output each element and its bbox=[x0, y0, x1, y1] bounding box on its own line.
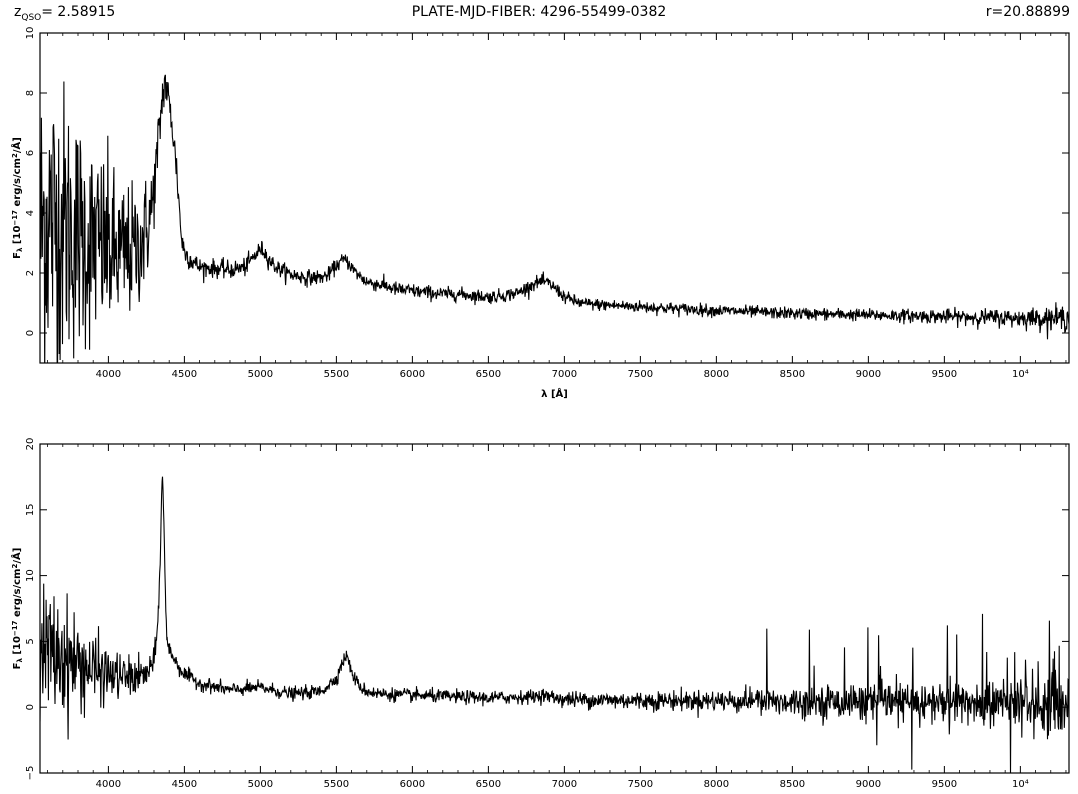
y-tick-label: 0 bbox=[25, 704, 36, 710]
x-tick-label: 6500 bbox=[476, 779, 501, 790]
plot-frame bbox=[39, 443, 1070, 774]
x-tick-label: 9000 bbox=[856, 369, 881, 380]
x-tick-label: 8500 bbox=[780, 369, 805, 380]
spectrum-flux-line bbox=[40, 476, 1069, 773]
x-axis-label: λ [Å] bbox=[541, 387, 568, 400]
x-tick-label: 7500 bbox=[628, 369, 653, 380]
x-tick-label: 5500 bbox=[324, 369, 349, 380]
lower-spectrum-panel: 4000 4500 5000 5500 6000 6500 7000 7500 8000 8500… bbox=[10, 438, 1070, 790]
y-tick-label: 6 bbox=[25, 150, 36, 156]
x-tick-label: 7000 bbox=[552, 369, 577, 380]
x-tick-label: 8000 bbox=[704, 779, 729, 790]
plate-mjd-fiber-label: PLATE-MJD-FIBER: 4296-55499-0382 bbox=[411, 4, 667, 20]
y-tick-label: 15 bbox=[25, 503, 36, 516]
y-tick-label: 10 bbox=[25, 27, 36, 40]
y-tick-label: 5 bbox=[25, 638, 36, 644]
x-tick-label: 7500 bbox=[628, 779, 653, 790]
y-axis-label: Fλ [10−17 erg/s/cm2/Å] bbox=[10, 548, 24, 670]
y-tick-label: 0 bbox=[25, 330, 36, 336]
x-tick-label: 4000 bbox=[96, 369, 121, 380]
y-tick-label: −5 bbox=[25, 766, 36, 781]
x-tick-label: 4000 bbox=[96, 779, 121, 790]
y-tick-label: 2 bbox=[25, 270, 36, 276]
x-tick-label: 9000 bbox=[856, 779, 881, 790]
x-tick-label: 10⁴ bbox=[1012, 779, 1029, 790]
y-tick-label: 4 bbox=[25, 210, 36, 216]
x-tick-label: 9500 bbox=[932, 779, 957, 790]
x-tick-label: 4500 bbox=[172, 779, 197, 790]
y-tick-label: 8 bbox=[25, 90, 36, 96]
r-magnitude-label: r=20.88899 bbox=[985, 4, 1070, 20]
y-tick-label: 10 bbox=[25, 569, 36, 582]
y-axis-label: Fλ [10−17 erg/s/cm2/Å] bbox=[10, 137, 24, 259]
y-tick-label: 20 bbox=[25, 438, 36, 451]
x-tick-label: 6000 bbox=[400, 779, 425, 790]
x-tick-label: 5000 bbox=[248, 779, 273, 790]
x-tick-label: 6000 bbox=[400, 369, 425, 380]
x-tick-label: 9500 bbox=[932, 369, 957, 380]
x-tick-label: 10⁴ bbox=[1012, 369, 1029, 380]
spectrum-flux-line bbox=[40, 74, 1069, 363]
plot-frame bbox=[39, 32, 1070, 364]
x-tick-label: 8500 bbox=[780, 779, 805, 790]
upper-spectrum-panel: 4000 4500 5000 5500 6000 6500 7000 7500 8000 8500… bbox=[10, 27, 1070, 400]
redshift-label: zQSO= 2.58915 bbox=[14, 4, 116, 23]
x-tick-label: 5000 bbox=[248, 369, 273, 380]
x-tick-label: 8000 bbox=[704, 369, 729, 380]
x-tick-label: 6500 bbox=[476, 369, 501, 380]
x-tick-label: 4500 bbox=[172, 369, 197, 380]
x-tick-label: 7000 bbox=[552, 779, 577, 790]
x-tick-label: 5500 bbox=[324, 779, 349, 790]
